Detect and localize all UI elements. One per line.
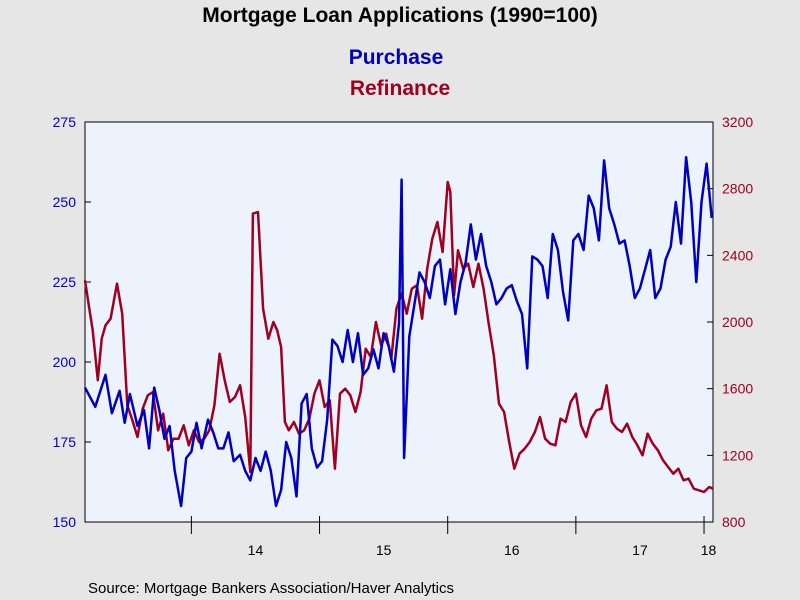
right-y-tick-label: 800 <box>722 514 746 530</box>
left-y-tick-label: 250 <box>53 194 77 210</box>
source-note: Source: Mortgage Bankers Association/Hav… <box>88 580 454 597</box>
x-tick-label: 18 <box>701 542 717 558</box>
series-line-refinance <box>83 180 714 494</box>
x-tick-label: 17 <box>632 542 648 558</box>
left-y-tick-label: 150 <box>53 514 77 530</box>
right-y-tick-label: 2800 <box>722 181 753 197</box>
x-tick-label: 14 <box>248 542 264 558</box>
x-axis: 14 15 16 17 18 <box>190 516 717 558</box>
x-tick-label: 16 <box>504 542 520 558</box>
left-y-tick-label: 175 <box>53 434 77 450</box>
left-y-axis: 150 175 200 225 250 275 <box>53 114 91 530</box>
right-y-axis: 800 1200 1600 2000 2400 2800 3200 <box>707 114 753 530</box>
x-tick-label: 15 <box>376 542 392 558</box>
legend-purchase: Purchase <box>349 46 444 69</box>
legend-refinance: Refinance <box>350 77 450 100</box>
right-y-tick-label: 2400 <box>722 247 753 263</box>
right-y-tick-label: 2000 <box>722 314 753 330</box>
series-line-purchase <box>83 155 713 508</box>
left-y-tick-label: 225 <box>53 274 77 290</box>
left-y-tick-label: 200 <box>53 354 77 370</box>
right-y-tick-label: 1200 <box>722 447 753 463</box>
chart-title: Mortgage Loan Applications (1990=100) <box>202 4 597 27</box>
right-y-tick-label: 3200 <box>722 114 753 130</box>
left-y-tick-label: 275 <box>53 114 77 130</box>
right-y-tick-label: 1600 <box>722 381 753 397</box>
